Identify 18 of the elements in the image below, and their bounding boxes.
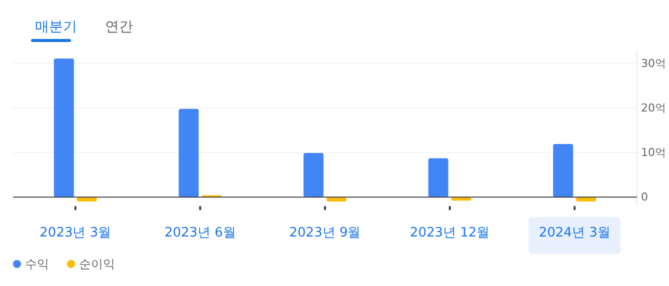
bar — [178, 108, 199, 198]
y-tick-label: 30억 — [641, 56, 666, 70]
legend-label: 순이익 — [79, 257, 115, 271]
y-tick-label: 20억 — [641, 101, 666, 114]
legend-label: 수익 — [25, 257, 49, 271]
bar — [54, 58, 74, 198]
x-tick-label: 2023년 12월 — [410, 225, 490, 240]
bar — [304, 152, 324, 198]
y-tick-label: 10억 — [641, 146, 666, 160]
x-tick-label: 2024년 3월 — [538, 225, 610, 240]
bar — [553, 144, 574, 198]
x-tick-label: 2023년 6월 — [164, 225, 236, 240]
bar — [428, 158, 448, 198]
text: 매분기 — [35, 19, 77, 35]
text: 연간 — [105, 19, 133, 35]
x-tick-label: 2023년 3월 — [40, 225, 112, 240]
y-tick-label: 0 — [641, 190, 648, 204]
x-tick-label: 2023년 9월 — [289, 225, 361, 240]
